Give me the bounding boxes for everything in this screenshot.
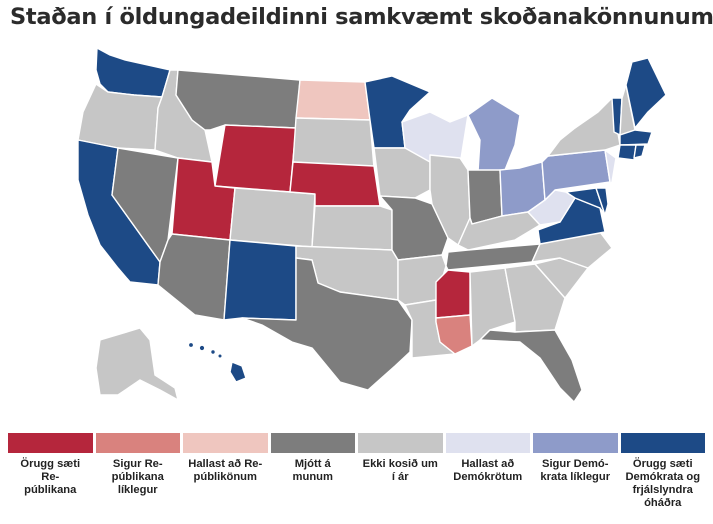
state-co[interactable] [229, 187, 316, 248]
legend-label: Sigur Demó-krata líklegur [540, 458, 611, 483]
legend-swatch [445, 433, 530, 453]
state-ny[interactable] [547, 97, 621, 157]
legend: Örugg sæti Re-públikana Sigur Re-públika… [8, 433, 705, 521]
legend-label: Hallast að Demókrötum [453, 458, 523, 483]
state-ms-south[interactable] [435, 314, 473, 355]
legend-swatch [183, 433, 268, 453]
legend-item-no-race: Ekki kosið um í ár [358, 433, 443, 521]
legend-item-likely-rep: Sigur Re-públikana líklegur [95, 433, 180, 521]
legend-swatch [8, 433, 93, 453]
state-mi[interactable] [467, 97, 521, 173]
legend-label: Hallast að Re-públikönum [188, 458, 263, 483]
legend-label: Ekki kosið um í ár [362, 458, 438, 483]
legend-swatch [620, 433, 705, 453]
us-senate-map [0, 38, 713, 428]
legend-swatch [533, 433, 618, 453]
legend-item-safe-dem: Örugg sæti Demókrata og frjálslyndra óháðra [620, 433, 705, 521]
state-wa[interactable] [95, 47, 171, 98]
state-hi[interactable] [187, 341, 247, 383]
state-ak[interactable] [95, 327, 179, 401]
legend-item-likely-dem: Sigur Demó-krata líklegur [533, 433, 618, 521]
state-wi[interactable] [401, 111, 469, 166]
legend-label: Örugg sæti Re-públikana [20, 458, 81, 496]
state-tx[interactable] [241, 257, 413, 391]
legend-item-safe-rep: Örugg sæti Re-públikana [8, 433, 93, 521]
state-nd[interactable] [295, 79, 371, 121]
state-ct[interactable] [617, 144, 637, 161]
map-title: Staðan í öldungadeildinni samkvæmt skoða… [10, 4, 713, 30]
state-nm[interactable] [223, 239, 297, 321]
state-in[interactable] [467, 169, 503, 225]
legend-item-tossup: Mjótt á munum [270, 433, 355, 521]
legend-item-lean-rep: Hallast að Re-públikönum [183, 433, 268, 521]
state-mt[interactable] [175, 69, 301, 131]
state-fl[interactable] [479, 329, 583, 403]
legend-label: Örugg sæti Demókrata og frjálslyndra óháðra [625, 458, 701, 509]
state-md[interactable] [565, 187, 606, 216]
state-ma[interactable] [619, 129, 653, 146]
legend-label: Sigur Re-públikana líklegur [111, 458, 164, 496]
state-ky[interactable] [457, 211, 541, 251]
state-ms-north[interactable] [435, 269, 471, 319]
state-me[interactable] [625, 57, 667, 129]
legend-item-lean-dem: Hallast að Demókrötum [445, 433, 530, 521]
state-de[interactable] [595, 187, 609, 216]
state-ri[interactable] [633, 144, 646, 159]
legend-swatch [358, 433, 443, 453]
state-az[interactable] [157, 233, 231, 321]
state-wy[interactable] [214, 124, 297, 193]
state-ks[interactable] [311, 205, 393, 251]
legend-swatch [270, 433, 355, 453]
legend-label: Mjótt á munum [292, 458, 333, 483]
legend-swatch [95, 433, 180, 453]
state-nj[interactable] [604, 149, 617, 189]
state-sd[interactable] [292, 117, 375, 169]
